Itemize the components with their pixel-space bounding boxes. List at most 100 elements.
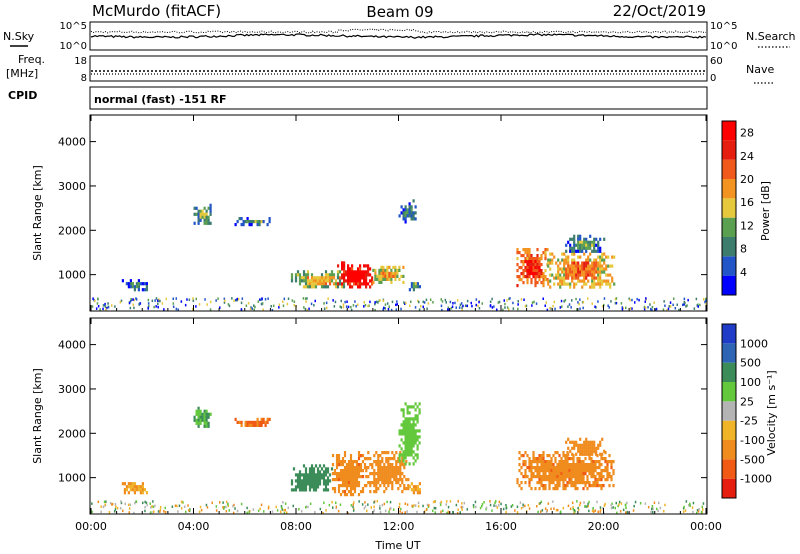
echo-cell <box>384 268 387 272</box>
echo-cell <box>397 466 400 470</box>
echo-cell <box>371 279 374 283</box>
speckle-cell <box>552 500 554 503</box>
echo-cell <box>532 475 535 479</box>
echo-cell <box>405 487 408 491</box>
echo-cell <box>363 484 367 488</box>
echo-cell <box>353 481 357 485</box>
echo-cell <box>407 487 410 491</box>
echo-cell <box>547 264 550 268</box>
speckle-cell <box>460 302 463 305</box>
echo-cell <box>591 243 594 247</box>
echo-cell <box>593 443 596 447</box>
echo-cell <box>575 276 578 280</box>
echo-cell <box>353 273 356 277</box>
echo-cell <box>342 285 346 289</box>
echo-cell <box>540 269 543 273</box>
echo-cell <box>562 454 565 458</box>
echo-cell <box>207 218 210 222</box>
echo-cell <box>546 460 549 464</box>
speckle-cell <box>489 500 491 503</box>
echo-cell <box>595 261 598 265</box>
echo-cell <box>389 481 392 485</box>
echo-cell <box>593 449 596 453</box>
speckle-cell <box>553 300 555 304</box>
speckle-cell <box>651 308 653 312</box>
colorbar-tick-label: 12 <box>740 219 754 232</box>
speckle-cell <box>224 299 226 302</box>
speckle-cell <box>547 502 550 505</box>
echo-cell <box>381 475 384 479</box>
echo-cell <box>593 240 596 244</box>
echo-cell <box>308 473 312 477</box>
echo-cell <box>351 487 355 491</box>
echo-cell <box>418 402 421 406</box>
speckle-cell <box>495 504 497 508</box>
echo-cell <box>526 454 529 458</box>
echo-cell <box>403 463 406 467</box>
echo-cell <box>410 435 413 439</box>
echo-cell <box>613 282 616 286</box>
echo-cell <box>571 237 574 241</box>
echo-cell <box>574 472 577 476</box>
echo-cell <box>308 470 312 474</box>
echo-cell <box>557 276 560 280</box>
speckle-cell <box>272 304 275 308</box>
speckle-cell <box>180 507 183 510</box>
echo-cell <box>547 279 550 283</box>
speckle-cell <box>441 308 443 312</box>
speckle-cell <box>602 305 604 308</box>
echo-cell <box>518 278 521 282</box>
echo-cell <box>530 472 533 476</box>
speckle-cell <box>383 502 386 506</box>
echo-cell <box>335 478 339 482</box>
echo-cell <box>361 490 365 494</box>
colorbar-tick-label: 500 <box>740 357 761 370</box>
x-tick-label: 16:00 <box>485 520 517 533</box>
speckle-cell <box>570 306 572 309</box>
echo-cell <box>594 463 597 467</box>
echo-cell <box>522 463 525 467</box>
speckle-cell <box>257 509 260 513</box>
speckle-cell <box>182 501 184 504</box>
echo-cell <box>580 463 583 467</box>
echo-cell <box>336 270 340 274</box>
speckle-cell <box>172 297 174 300</box>
echo-cell <box>345 472 349 476</box>
echo-cell <box>518 266 521 270</box>
echo-cell <box>528 478 531 482</box>
echo-cell <box>378 277 381 281</box>
echo-cell <box>203 415 206 419</box>
echo-cell <box>345 481 349 485</box>
echo-cell <box>242 223 245 227</box>
speckle-cell <box>652 507 654 511</box>
echo-cell <box>556 469 559 473</box>
echo-cell <box>361 454 365 458</box>
echo-cell <box>349 472 353 476</box>
speckle-cell <box>293 304 295 307</box>
echo-cell <box>322 473 326 477</box>
echo-cell <box>602 457 605 461</box>
speckle-cell <box>554 307 556 311</box>
echo-cell <box>404 453 407 457</box>
echo-cell <box>530 475 533 479</box>
speckle-cell <box>306 308 309 312</box>
echo-cell <box>520 278 523 282</box>
echo-cell <box>355 475 359 479</box>
echo-cell <box>300 479 304 483</box>
speckle-cell <box>649 303 651 306</box>
speckle-cell <box>542 297 544 300</box>
echo-cell <box>591 285 594 289</box>
echo-cell <box>552 487 555 491</box>
echo-cell <box>395 460 398 464</box>
speckle-cell <box>498 504 500 507</box>
echo-cell <box>391 487 394 491</box>
echo-cell <box>608 475 611 479</box>
noise-left-tick-bottom: 10^0 <box>60 41 87 52</box>
speckle-cell <box>293 300 296 303</box>
echo-cell <box>264 423 267 427</box>
echo-cell <box>359 469 363 473</box>
speckle-cell <box>483 501 485 504</box>
echo-cell <box>306 273 310 277</box>
echo-cell <box>205 415 208 419</box>
echo-cell <box>585 443 588 447</box>
